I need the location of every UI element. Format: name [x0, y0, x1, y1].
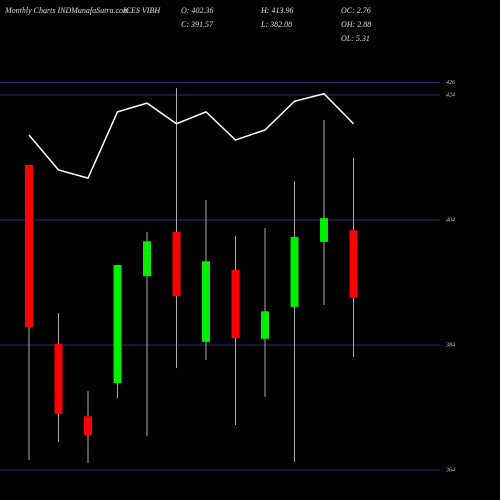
- y-tick-label: 426: [446, 79, 455, 86]
- candle-body: [320, 218, 328, 242]
- candle-body: [290, 236, 299, 307]
- y-tick-label: 384: [445, 341, 455, 348]
- ohlc-stat: C: 391.57: [181, 20, 214, 29]
- chart-subtitle: ICES VIBH: [122, 6, 161, 15]
- ohlc-stat: OC: 2.76: [341, 6, 371, 15]
- ohlc-stat: H: 413.96: [260, 6, 293, 15]
- ohlc-stat: OL: 5.31: [341, 34, 370, 43]
- candle-body: [54, 343, 63, 414]
- candle-body: [231, 270, 240, 339]
- candle-body: [84, 416, 92, 435]
- candle-body: [349, 230, 358, 298]
- ohlc-stat: OH: 2.88: [341, 20, 371, 29]
- y-tick-label: 404: [446, 216, 455, 223]
- candle-body: [172, 231, 181, 297]
- ohlc-stat: L: 382.08: [260, 20, 292, 29]
- candle-body: [143, 241, 151, 277]
- y-tick-label: 364: [445, 466, 455, 473]
- candle-body: [25, 165, 33, 327]
- chart-title: Monthly Charts INDMunafaSutra.com: [4, 6, 129, 15]
- ohlc-stat: O: 402.36: [181, 6, 213, 15]
- candle-body: [261, 311, 269, 339]
- candle-body: [202, 261, 210, 342]
- candle-body: [113, 265, 122, 384]
- average-line: [28, 92, 355, 180]
- y-tick-label: 424: [446, 91, 455, 98]
